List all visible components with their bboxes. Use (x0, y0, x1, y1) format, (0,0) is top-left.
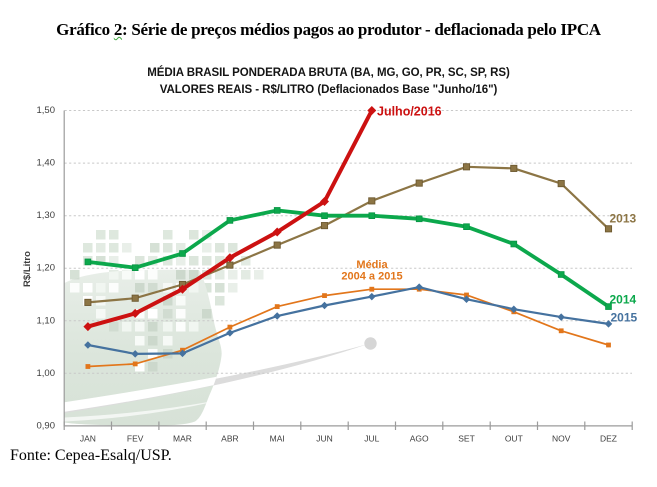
svg-text:DEZ: DEZ (600, 433, 617, 443)
svg-text:Média: Média (356, 259, 388, 271)
svg-text:1,20: 1,20 (37, 263, 56, 274)
svg-text:MAR: MAR (173, 433, 192, 443)
svg-text:0,90: 0,90 (37, 420, 56, 431)
svg-text:Julho/2016: Julho/2016 (377, 104, 442, 118)
svg-text:1,40: 1,40 (37, 158, 56, 169)
svg-text:NOV: NOV (552, 433, 571, 443)
svg-text:OUT: OUT (505, 433, 523, 443)
svg-text:JUN: JUN (316, 433, 333, 443)
svg-text:2013: 2013 (610, 212, 637, 226)
svg-text:2004 a 2015: 2004 a 2015 (341, 271, 402, 283)
svg-text:JUL: JUL (364, 433, 379, 443)
svg-text:1,30: 1,30 (37, 210, 56, 221)
svg-text:2015: 2015 (611, 310, 638, 324)
svg-text:JAN: JAN (80, 433, 96, 443)
svg-text:1,00: 1,00 (37, 368, 56, 379)
svg-text:ABR: ABR (221, 433, 238, 443)
svg-text:AGO: AGO (410, 433, 429, 443)
svg-text:FEV: FEV (127, 433, 144, 443)
svg-text:2014: 2014 (610, 292, 637, 306)
svg-text:R$/Litro: R$/Litro (22, 251, 33, 287)
svg-text:MAI: MAI (270, 433, 285, 443)
svg-text:1,10: 1,10 (37, 315, 56, 326)
svg-text:1,50: 1,50 (37, 105, 56, 116)
svg-text:SET: SET (458, 433, 475, 443)
